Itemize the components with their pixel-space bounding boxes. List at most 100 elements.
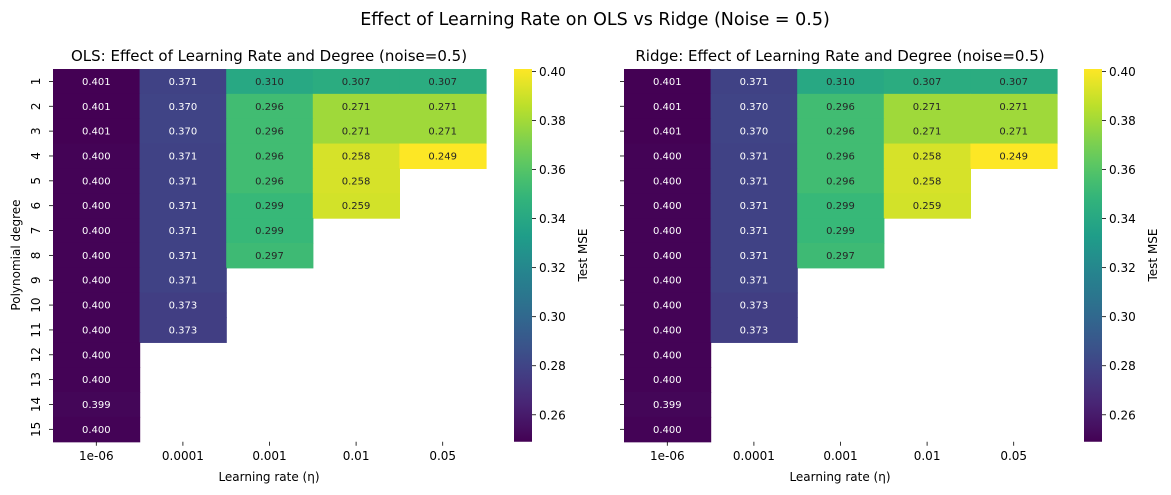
x-tick-label: 1e-06 — [650, 449, 685, 463]
heatmap-cell — [624, 93, 712, 120]
heatmap-cell — [399, 69, 487, 95]
cell-value-label: 0.400 — [82, 151, 111, 162]
heatmap-cell — [53, 218, 141, 244]
heatmap-cell — [797, 69, 885, 95]
heatmap-cell — [226, 242, 314, 269]
heatmap-cell — [710, 69, 798, 95]
cell-value-label: 0.371 — [740, 276, 769, 287]
x-tick-label: 0.01 — [343, 449, 370, 463]
colorbar-tick-label: 0.26 — [1109, 408, 1136, 422]
heatmap-cell — [139, 143, 227, 169]
cell-value-label: 0.296 — [826, 127, 855, 138]
y-tick-label: 3 — [29, 127, 43, 135]
cell-value-label: 0.371 — [740, 176, 769, 187]
figure-suptitle: Effect of Learning Rate on OLS vs Ridge … — [360, 10, 830, 30]
cell-value-label: 0.400 — [82, 350, 111, 361]
ridge-colorbar: 0.40 0.38 0.36 0.34 0.32 0.30 0.28 0.26 — [1084, 65, 1136, 442]
heatmap-cell — [970, 69, 1058, 95]
cell-value-label: 0.296 — [826, 176, 855, 187]
y-tick-label: 13 — [29, 372, 43, 387]
heatmap-cell — [710, 218, 798, 244]
cell-value-label: 0.258 — [342, 151, 371, 162]
cell-value-label: 0.296 — [255, 176, 284, 187]
heatmap-cell — [797, 168, 885, 194]
cell-value-label: 0.373 — [740, 325, 769, 336]
cell-value-label: 0.400 — [82, 176, 111, 187]
heatmap-cell — [53, 367, 141, 393]
heatmap-cell — [226, 143, 314, 169]
cell-value-label: 0.400 — [653, 375, 682, 386]
heatmap-cell — [139, 193, 227, 219]
cell-value-label: 0.249 — [428, 151, 457, 162]
heatmap-cell — [883, 193, 971, 219]
y-tick-label: 6 — [29, 202, 43, 210]
heatmap-cell — [624, 143, 712, 169]
cell-value-label: 0.371 — [169, 276, 198, 287]
y-tick-label: 9 — [29, 276, 43, 284]
heatmap-cell — [139, 93, 227, 120]
y-tick-label: 15 — [29, 422, 43, 437]
heatmap-cell — [883, 93, 971, 120]
heatmap-cell — [624, 342, 712, 368]
x-tick-label: 0.0001 — [162, 449, 204, 463]
heatmap-cell — [883, 69, 971, 95]
heatmap-cell — [797, 193, 885, 219]
cell-value-label: 0.296 — [255, 127, 284, 138]
cell-value-label: 0.400 — [82, 226, 111, 237]
heatmap-cell — [710, 93, 798, 120]
cell-value-label: 0.271 — [913, 102, 942, 113]
colorbar-tick-label: 0.32 — [539, 261, 566, 275]
cell-value-label: 0.401 — [653, 102, 682, 113]
cell-value-label: 0.258 — [342, 176, 371, 187]
cell-value-label: 0.299 — [826, 226, 855, 237]
cell-value-label: 0.271 — [999, 102, 1028, 113]
heatmap-cell — [624, 267, 712, 294]
heatmap-cell — [312, 118, 400, 145]
y-tick-label: 11 — [29, 322, 43, 337]
cell-value-label: 0.400 — [653, 325, 682, 336]
heatmap-cell — [710, 242, 798, 269]
heatmap-cell — [53, 118, 141, 145]
cell-value-label: 0.296 — [826, 102, 855, 113]
cell-value-label: 0.400 — [82, 375, 111, 386]
cell-value-label: 0.400 — [82, 251, 111, 262]
cell-value-label: 0.400 — [653, 176, 682, 187]
cell-value-label: 0.259 — [342, 201, 371, 212]
y-tick-label: 14 — [29, 397, 43, 412]
cell-value-label: 0.370 — [169, 127, 198, 138]
heatmap-cell — [710, 118, 798, 145]
cell-value-label: 0.400 — [82, 276, 111, 287]
heatmap-cell — [624, 416, 712, 443]
heatmap-cell — [226, 193, 314, 219]
colorbar-tick-label: 0.38 — [1109, 114, 1136, 128]
heatmap-cell — [797, 93, 885, 120]
cell-value-label: 0.370 — [169, 102, 198, 113]
cell-value-label: 0.400 — [82, 325, 111, 336]
cell-value-label: 0.373 — [740, 301, 769, 312]
ridge-title: Ridge: Effect of Learning Rate and Degre… — [635, 47, 1044, 65]
colorbar-tick-label: 0.28 — [1109, 359, 1136, 373]
heatmap-cell — [624, 168, 712, 194]
heatmap-cell — [624, 218, 712, 244]
cell-value-label: 0.258 — [913, 151, 942, 162]
colorbar-tick-label: 0.34 — [1109, 212, 1136, 226]
heatmap-cell — [797, 143, 885, 169]
cell-value-label: 0.400 — [82, 425, 111, 436]
heatmap-cell — [624, 69, 712, 95]
colorbar-tick-label: 0.32 — [1109, 261, 1136, 275]
ols-title: OLS: Effect of Learning Rate and Degree … — [71, 47, 467, 65]
heatmap-cell — [710, 267, 798, 294]
heatmap-cell — [710, 193, 798, 219]
x-tick-label: 0.05 — [429, 449, 456, 463]
cell-value-label: 0.371 — [169, 226, 198, 237]
cell-value-label: 0.271 — [342, 127, 371, 138]
heatmap-cell — [139, 267, 227, 294]
heatmap-cell — [883, 143, 971, 169]
heatmap-cell — [53, 342, 141, 368]
heatmap-cell — [312, 168, 400, 194]
cell-value-label: 0.400 — [653, 201, 682, 212]
ridge-x-ticks: 1e-06 0.0001 0.001 0.01 0.05 — [650, 441, 1027, 463]
ridge-panel: Ridge: Effect of Learning Rate and Degre… — [620, 47, 1160, 484]
heatmap-cell — [226, 168, 314, 194]
